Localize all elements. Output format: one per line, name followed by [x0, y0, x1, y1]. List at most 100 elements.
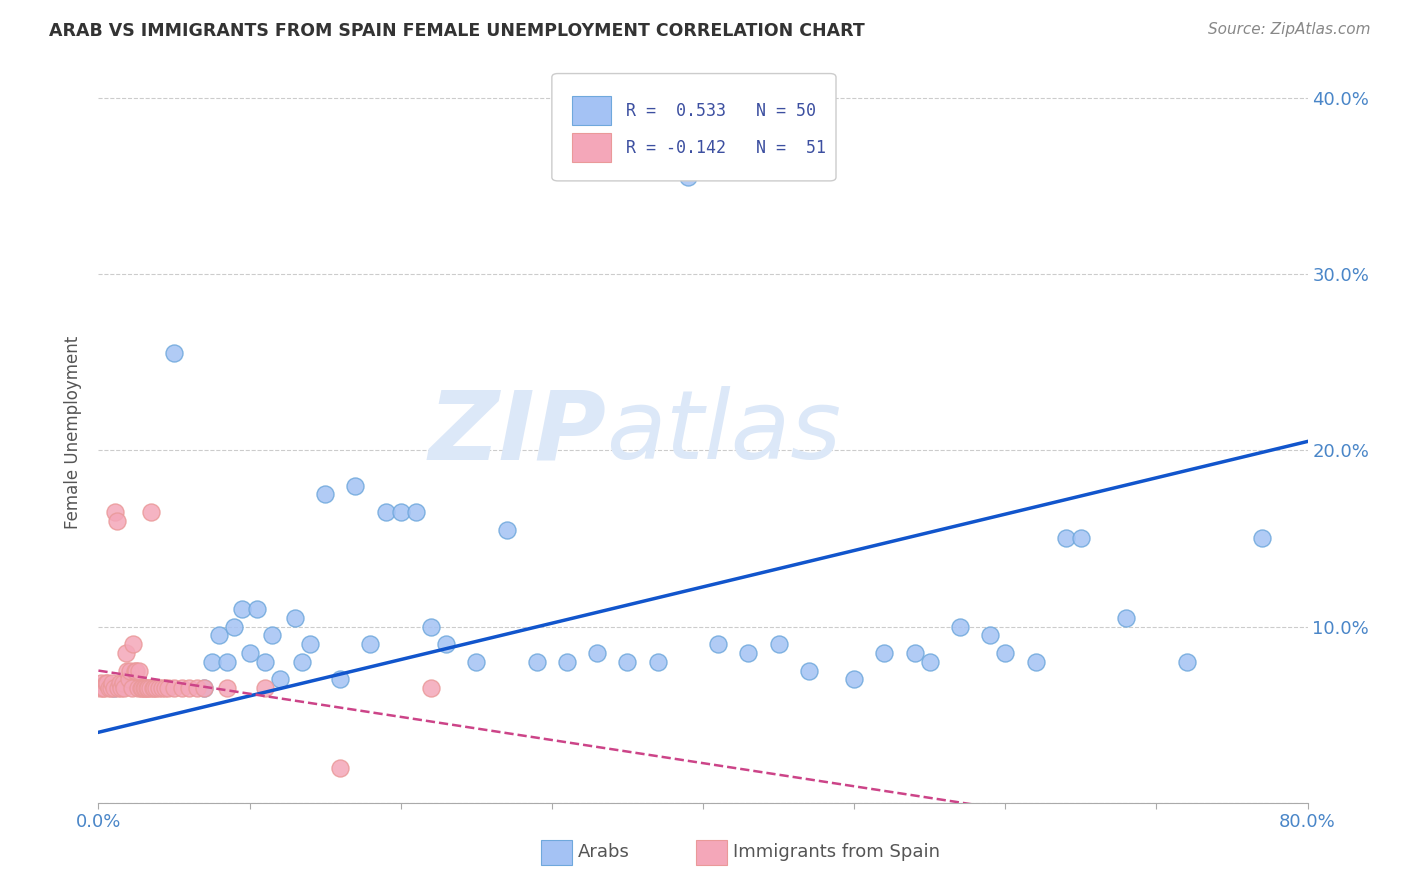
- Y-axis label: Female Unemployment: Female Unemployment: [65, 336, 83, 529]
- Point: [737, 646, 759, 660]
- Point: [253, 681, 276, 696]
- Point: [134, 681, 156, 696]
- Point: [405, 505, 427, 519]
- Point: [179, 681, 201, 696]
- Point: [108, 676, 131, 690]
- Point: [186, 681, 208, 696]
- Point: [208, 628, 231, 642]
- Point: [1115, 610, 1137, 624]
- Point: [231, 602, 253, 616]
- Point: [96, 676, 118, 690]
- Point: [420, 619, 443, 633]
- Point: [193, 681, 215, 696]
- Point: [139, 681, 162, 696]
- Point: [90, 676, 112, 690]
- Point: [768, 637, 790, 651]
- Point: [101, 676, 124, 690]
- Point: [120, 664, 142, 678]
- Point: [153, 681, 176, 696]
- Point: [145, 681, 167, 696]
- Point: [98, 681, 121, 696]
- Point: [142, 681, 165, 696]
- Point: [979, 628, 1001, 642]
- Point: [329, 673, 352, 687]
- Point: [124, 664, 146, 678]
- Point: [526, 655, 548, 669]
- Point: [299, 637, 322, 651]
- Point: [141, 505, 163, 519]
- Point: [389, 505, 412, 519]
- Point: [329, 760, 352, 774]
- Point: [797, 664, 820, 678]
- Point: [291, 655, 314, 669]
- Point: [91, 681, 114, 696]
- Text: ARAB VS IMMIGRANTS FROM SPAIN FEMALE UNEMPLOYMENT CORRELATION CHART: ARAB VS IMMIGRANTS FROM SPAIN FEMALE UNE…: [49, 22, 865, 40]
- Point: [127, 681, 149, 696]
- Point: [105, 514, 128, 528]
- FancyBboxPatch shape: [551, 73, 837, 181]
- Text: R = -0.142   N =  51: R = -0.142 N = 51: [626, 138, 825, 157]
- Point: [844, 673, 866, 687]
- Point: [269, 673, 291, 687]
- Point: [129, 681, 152, 696]
- Point: [360, 637, 382, 651]
- Point: [114, 646, 136, 660]
- Point: [201, 655, 224, 669]
- Point: [107, 681, 129, 696]
- Point: [215, 655, 238, 669]
- Point: [112, 681, 135, 696]
- Point: [465, 655, 488, 669]
- Point: [110, 681, 132, 696]
- Point: [239, 646, 262, 660]
- Point: [104, 505, 127, 519]
- Point: [100, 681, 122, 696]
- Text: Source: ZipAtlas.com: Source: ZipAtlas.com: [1208, 22, 1371, 37]
- Point: [163, 346, 186, 360]
- Point: [284, 610, 307, 624]
- Point: [434, 637, 457, 651]
- Point: [918, 655, 941, 669]
- Point: [150, 681, 173, 696]
- Point: [676, 169, 699, 184]
- Point: [163, 681, 186, 696]
- FancyBboxPatch shape: [572, 95, 612, 126]
- Point: [93, 681, 115, 696]
- Point: [1070, 532, 1092, 546]
- Point: [616, 655, 638, 669]
- Point: [1054, 532, 1077, 546]
- Point: [1024, 655, 1046, 669]
- Point: [125, 664, 148, 678]
- Point: [103, 681, 125, 696]
- Point: [132, 681, 155, 696]
- Point: [122, 637, 145, 651]
- Point: [904, 646, 927, 660]
- Point: [647, 655, 669, 669]
- Text: ZIP: ZIP: [429, 386, 606, 479]
- Point: [118, 673, 141, 687]
- Point: [262, 628, 284, 642]
- Point: [148, 681, 170, 696]
- Point: [121, 681, 143, 696]
- Text: Immigrants from Spain: Immigrants from Spain: [733, 843, 939, 861]
- Point: [555, 655, 578, 669]
- Point: [495, 523, 517, 537]
- Point: [994, 646, 1017, 660]
- Text: Arabs: Arabs: [578, 843, 630, 861]
- Point: [94, 676, 117, 690]
- Point: [136, 681, 159, 696]
- Point: [215, 681, 238, 696]
- Point: [246, 602, 269, 616]
- Point: [193, 681, 215, 696]
- Point: [707, 637, 730, 651]
- Point: [420, 681, 443, 696]
- Point: [314, 487, 336, 501]
- Point: [128, 664, 150, 678]
- Point: [143, 681, 166, 696]
- Point: [156, 681, 179, 696]
- Point: [115, 664, 138, 678]
- Point: [170, 681, 193, 696]
- Point: [224, 619, 246, 633]
- Point: [344, 478, 367, 492]
- Point: [374, 505, 396, 519]
- Point: [131, 681, 153, 696]
